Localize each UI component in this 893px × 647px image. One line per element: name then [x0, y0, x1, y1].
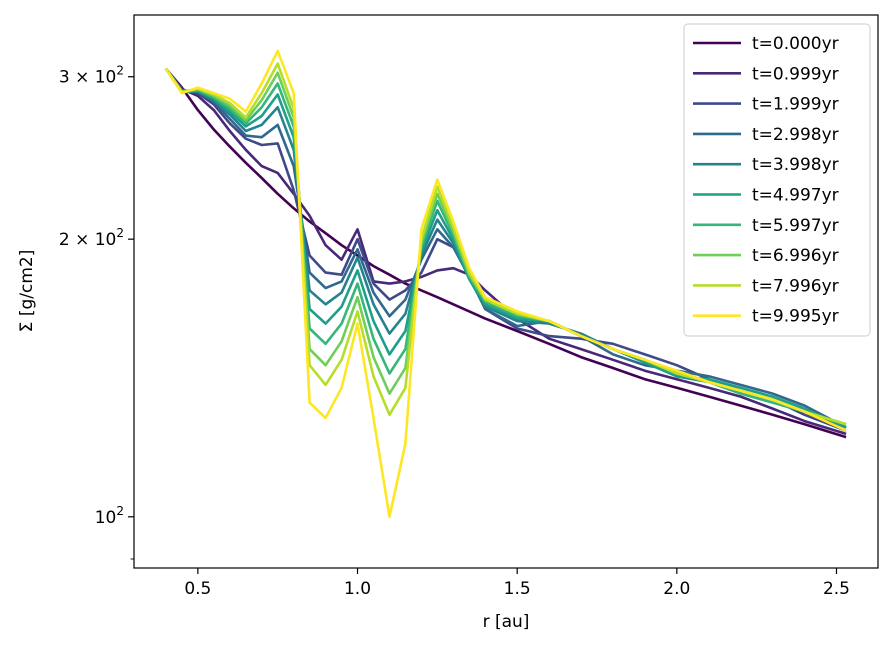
legend-label: t=3.998yr [752, 155, 839, 175]
x-tick-label: 2.5 [823, 579, 850, 599]
x-tick-label: 0.5 [184, 579, 211, 599]
plot-frame [133, 14, 879, 569]
x-tick-label: 1.0 [344, 579, 371, 599]
x-axis-label: r [au] [483, 612, 530, 632]
y-axis: 102 2 × 102 3 × 102 [59, 64, 134, 560]
x-tick-label: 1.5 [504, 579, 531, 599]
legend-label: t=0.000yr [752, 34, 839, 54]
series-layer [164, 49, 847, 519]
y-tick-label: 2 × 102 [59, 226, 124, 250]
series-line-8 [164, 62, 847, 426]
y-tick-label: 3 × 102 [59, 64, 124, 88]
legend-label: t=2.998yr [752, 125, 839, 145]
legend: t=0.000yr t=0.999yr t=1.999yr t=2.998yr t=3.… [683, 23, 871, 337]
legend-box [683, 23, 871, 337]
legend-label: t=7.996yr [752, 276, 839, 296]
legend-label: t=5.997yr [752, 216, 839, 236]
x-tick-label: 2.0 [663, 579, 690, 599]
legend-label: t=4.997yr [752, 186, 839, 206]
series-line-9 [164, 49, 847, 519]
x-axis: 0.5 1.0 1.5 2.0 2.5 [184, 568, 850, 599]
legend-label: t=9.995yr [752, 307, 839, 327]
legend-label: t=0.999yr [752, 64, 839, 84]
y-tick-label: 102 [95, 504, 124, 528]
legend-label: t=6.996yr [752, 246, 839, 266]
y-axis-label: Σ [g/cm2] [17, 250, 37, 333]
legend-label: t=1.999yr [752, 95, 839, 115]
